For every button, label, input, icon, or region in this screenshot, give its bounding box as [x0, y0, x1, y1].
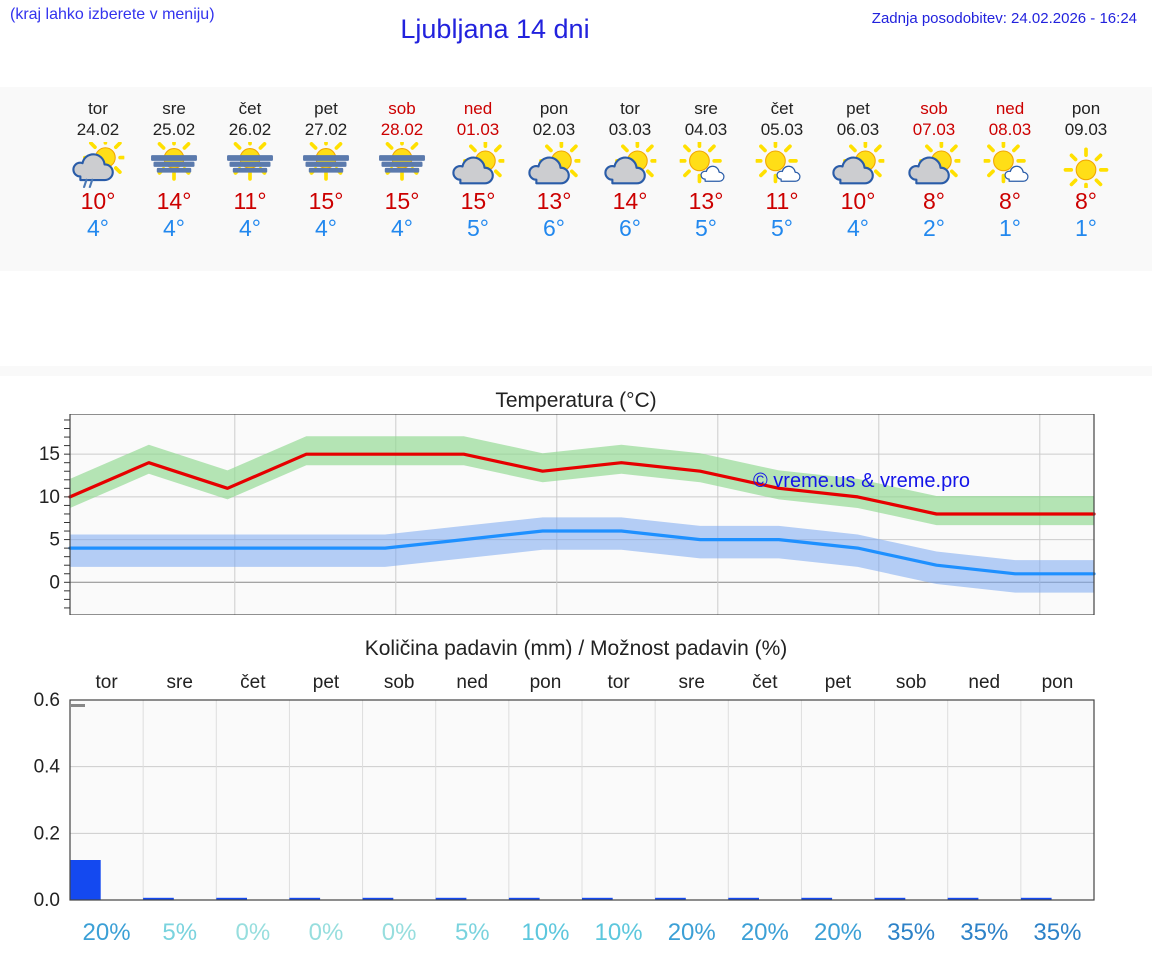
svg-text:35%: 35%	[1033, 919, 1081, 946]
svg-text:0%: 0%	[309, 919, 344, 946]
svg-text:ned: ned	[456, 672, 488, 693]
svg-text:0.2: 0.2	[34, 823, 60, 844]
svg-text:sre: sre	[167, 672, 193, 693]
svg-text:5%: 5%	[162, 919, 197, 946]
svg-text:čet: čet	[240, 672, 266, 693]
svg-text:sre: sre	[679, 672, 705, 693]
svg-text:tor: tor	[95, 672, 118, 693]
svg-text:0.6: 0.6	[34, 690, 60, 711]
svg-text:0%: 0%	[382, 919, 417, 946]
svg-text:15: 15	[39, 444, 60, 465]
svg-text:5%: 5%	[455, 919, 490, 946]
svg-text:5: 5	[49, 530, 60, 551]
svg-text:0.0: 0.0	[34, 890, 60, 911]
svg-text:10%: 10%	[595, 919, 643, 946]
svg-text:35%: 35%	[960, 919, 1008, 946]
svg-text:0%: 0%	[236, 919, 271, 946]
svg-text:20%: 20%	[668, 919, 716, 946]
svg-text:pet: pet	[825, 672, 852, 693]
svg-text:sob: sob	[384, 672, 415, 693]
svg-text:20%: 20%	[741, 919, 789, 946]
svg-text:© vreme.us & vreme.pro: © vreme.us & vreme.pro	[753, 470, 970, 492]
svg-text:pon: pon	[1042, 672, 1074, 693]
svg-text:tor: tor	[607, 672, 630, 693]
svg-text:pon: pon	[530, 672, 562, 693]
svg-text:0: 0	[49, 572, 60, 593]
svg-text:ned: ned	[968, 672, 1000, 693]
svg-text:čet: čet	[752, 672, 778, 693]
svg-text:pet: pet	[313, 672, 340, 693]
svg-text:10%: 10%	[521, 919, 569, 946]
svg-text:10: 10	[39, 487, 60, 508]
svg-text:sob: sob	[896, 672, 927, 693]
svg-text:20%: 20%	[83, 919, 131, 946]
svg-text:0.4: 0.4	[34, 757, 61, 778]
svg-text:35%: 35%	[887, 919, 935, 946]
svg-text:20%: 20%	[814, 919, 862, 946]
